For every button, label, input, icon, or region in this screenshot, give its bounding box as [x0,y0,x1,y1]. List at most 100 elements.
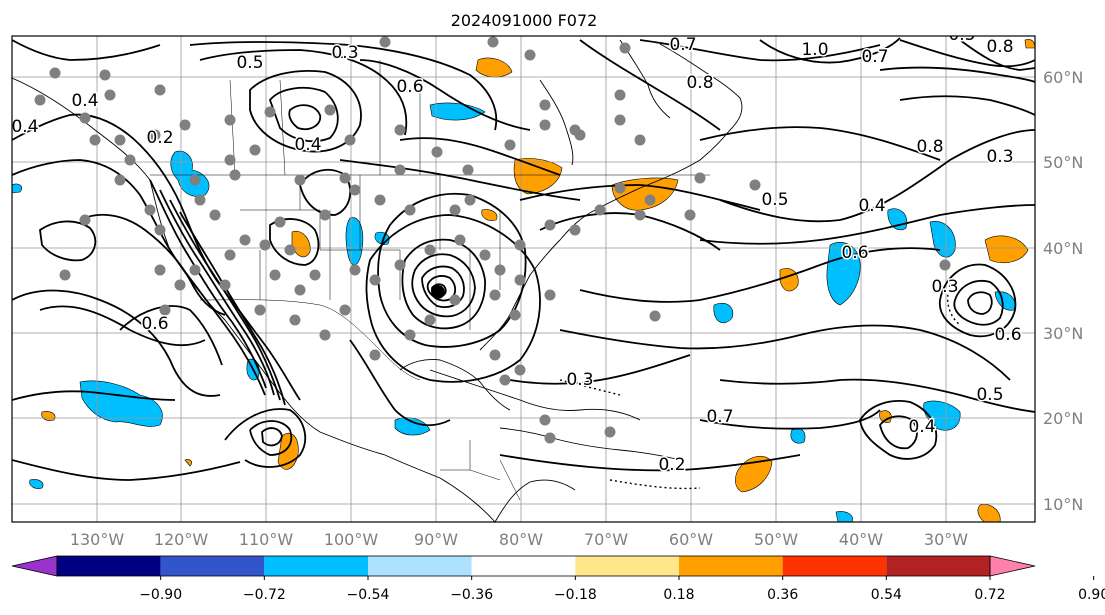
contour-value-label: 0.3 [566,370,593,390]
contour-value-label: 0.2 [146,128,173,148]
station-dot [154,84,166,96]
longitude-label: 90°W [414,530,458,549]
colorbar-tick-label: 0.18 [663,587,694,603]
station-markers [34,36,951,444]
contour-value-label: 0.5 [948,25,975,45]
station-dot [524,49,536,61]
station-dot [114,174,126,186]
station-dot [349,184,361,196]
station-dot [424,244,436,256]
station-dot [574,129,586,141]
contour-value-label: 0.5 [976,385,1003,405]
station-dot [684,209,696,221]
station-dot [449,294,461,306]
station-dot [369,349,381,361]
station-dot [239,234,251,246]
longitude-label: 30°W [924,530,968,549]
station-dot [259,239,271,251]
longitude-label: 50°W [754,530,798,549]
station-dot [59,269,71,281]
contour-value-label: 0.7 [861,47,888,67]
longitude-label: 130°W [70,530,125,549]
station-dot [104,89,116,101]
contour-value-label: 0.4 [294,135,321,155]
station-dot [404,204,416,216]
station-dot [394,164,406,176]
station-dot [209,209,221,221]
station-dot [154,264,166,276]
colorbar-segment [264,556,368,576]
contour-value-label: 0.4 [908,417,935,437]
station-dot [249,144,261,156]
contour-value-label: 0.4 [11,117,38,137]
station-dot [49,67,61,79]
station-dot [489,349,501,361]
contour-lines [12,37,1035,481]
contour-value-label: 0.5 [761,190,788,210]
station-dot [544,289,556,301]
latitude-label: 40°N [1043,239,1083,258]
station-dot [159,304,171,316]
station-dot [614,89,626,101]
station-dot [89,134,101,146]
contour-value-label: 0.8 [986,37,1013,57]
station-dot [309,269,321,281]
station-dot [124,154,136,166]
longitude-label: 40°W [839,530,883,549]
colorbar-segment [782,556,887,576]
station-dot [349,264,361,276]
station-dot [619,42,631,54]
station-dot [174,279,186,291]
station-dot [144,204,156,216]
station-dot [394,259,406,271]
contour-value-label: 0.4 [71,91,98,111]
station-dot [339,304,351,316]
station-dot [424,314,436,326]
station-dot [269,269,281,281]
contour-value-label: 0.7 [706,407,733,427]
station-dot [634,209,646,221]
contour-value-label: 0.5 [236,53,263,73]
latitude-labels: 60°N 50°N 40°N 30°N 20°N 10°N [1043,68,1083,514]
contour-value-label: 0.4 [858,196,885,216]
longitude-label: 70°W [584,530,628,549]
contour-value-label: 1.0 [801,40,828,60]
station-dot [224,154,236,166]
station-dot [489,289,501,301]
station-dot [694,172,706,184]
station-dot [34,94,46,106]
station-dot [649,310,661,322]
station-dot [462,164,474,176]
colorbar-under-arrow [11,555,58,577]
station-dot [379,36,391,48]
station-dot [344,134,356,146]
longitude-labels: 130°W 120°W 110°W 100°W 90°W 80°W 70°W 60°W 50°W… [70,530,968,549]
contour-value-label: 0.6 [994,325,1021,345]
station-dot [494,264,506,276]
contour-value-label: 0.6 [841,243,868,263]
station-dot [224,114,236,126]
station-dot [284,244,296,256]
station-dot [454,234,466,246]
station-dot [339,172,351,184]
station-dot [544,432,556,444]
contour-value-label: 0.8 [916,137,943,157]
station-dot [99,69,111,81]
station-dot [79,112,91,124]
station-dot [431,146,443,158]
colorbar-tick-label: 0.90 [1078,587,1105,603]
colorbar-frame [56,555,991,577]
station-dot [514,239,526,251]
station-dot [479,249,491,261]
station-dot [79,214,91,226]
station-dot [464,194,476,206]
station-dot [394,124,406,136]
map-panel: 0.2 0.3 0.4 0.5 0.6 0.7 0.8 1.0 0.5 0.8 0.6 0.4 0.7 0… [11,25,1083,549]
station-dot [404,329,416,341]
contour-value-label: 0.8 [686,73,713,93]
station-dot [614,182,626,194]
station-dot [594,204,606,216]
longitude-label: 110°W [239,530,294,549]
contour-value-label: 0.2 [658,455,685,475]
